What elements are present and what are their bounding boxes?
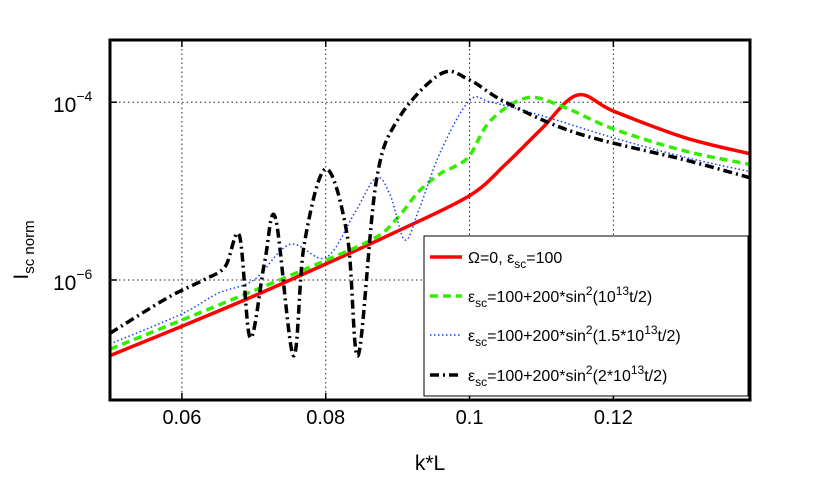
x-axis-label: k*L <box>415 452 445 475</box>
legend-label: εsc=100+200*sin2(1.5*1013t/2) <box>468 323 681 349</box>
legend-label-part: =100 <box>526 250 562 267</box>
legend-label-part: (1.5*10 <box>593 328 645 345</box>
legend-label-part: sc <box>475 335 487 349</box>
y-tick-base: 10 <box>53 94 76 117</box>
legend-label-part: =100+200*sin <box>487 289 586 306</box>
legend-label-part: 2 <box>586 284 593 298</box>
y-tick-label: 10−4 <box>53 88 93 117</box>
legend-label-part: ε <box>468 368 475 385</box>
y-axis-label-sub: sc norm <box>21 220 38 273</box>
x-tick-label: 0.06 <box>162 407 201 429</box>
legend-label-part: ε <box>468 328 475 345</box>
legend: Ω=0, εsc=100εsc=100+200*sin2(1013t/2)εsc… <box>423 235 749 397</box>
legend-label-part: 13 <box>644 323 658 337</box>
x-tick-label: 0.1 <box>456 407 484 429</box>
y-tick-exponent: −4 <box>76 88 92 104</box>
legend-label-part: 2 <box>586 363 593 377</box>
legend-label-part: sc <box>475 296 487 310</box>
legend-label-part: 13 <box>631 363 645 377</box>
legend-label-part: 2 <box>586 323 593 337</box>
legend-label-part: =100+200*sin <box>487 368 586 385</box>
legend-label: εsc=100+200*sin2(1013t/2) <box>468 284 652 310</box>
x-tick-label: 0.12 <box>594 407 633 429</box>
y-tick-base: 10 <box>53 272 76 295</box>
legend-label-part: t/2) <box>658 328 681 345</box>
legend-label: εsc=100+200*sin2(2*1013t/2) <box>468 363 667 389</box>
y-axis-label-main: I <box>10 274 33 280</box>
series-layer <box>110 69 750 358</box>
x-tick-label: 0.08 <box>306 407 345 429</box>
legend-label-part: (10 <box>593 289 616 306</box>
legend-label-part: =100+200*sin <box>487 328 586 345</box>
legend-label-part: Ω=0, ε <box>468 250 514 267</box>
y-tick-exponent: −6 <box>76 266 92 282</box>
legend-label-part: t/2) <box>629 289 652 306</box>
legend-label: Ω=0, εsc=100 <box>468 250 562 271</box>
legend-label-part: ε <box>468 289 475 306</box>
legend-label-part: sc <box>514 257 526 271</box>
series-line-3 <box>110 96 750 345</box>
series-line-1 <box>110 92 750 358</box>
legend-label-part: (2*10 <box>593 368 631 385</box>
y-tick-label: 10−6 <box>53 266 93 295</box>
legend-label-part: sc <box>475 375 487 389</box>
legend-label-part: t/2) <box>644 368 667 385</box>
plot-frame <box>108 38 752 402</box>
y-axis-label: Isc norm <box>10 220 38 279</box>
legend-box <box>423 235 749 397</box>
legend-label-part: 13 <box>616 284 630 298</box>
